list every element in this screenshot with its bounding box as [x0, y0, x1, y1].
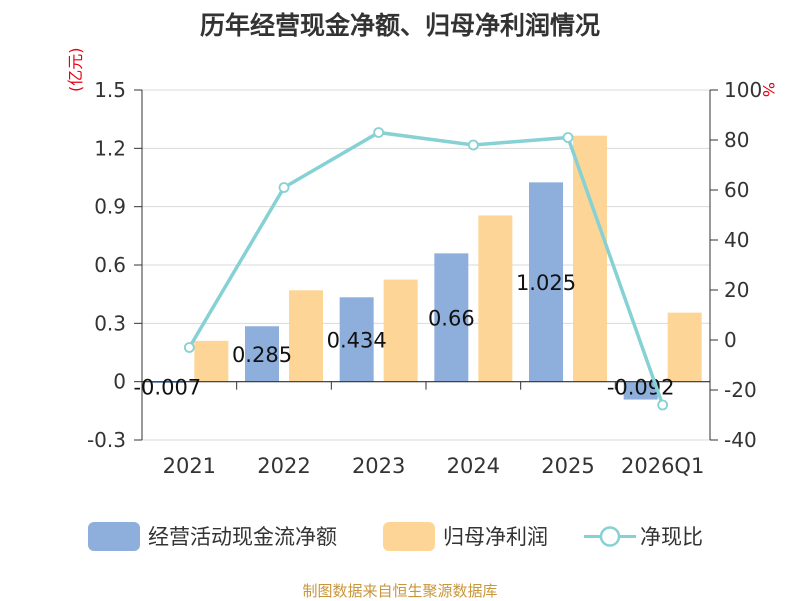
legend-label-cash-flow: 经营活动现金流净额 — [148, 525, 337, 549]
y-right-tick-label: 40 — [724, 228, 749, 252]
bar-net-profit — [289, 290, 323, 382]
combo-chart: -0.3 0 0.3 0.6 0.9 1.2 1.5 -40 -20 0 20 40 60 80 100 20… — [87, 78, 762, 478]
point-cash-ratio — [183, 342, 195, 353]
point-cash-ratio — [657, 399, 669, 411]
y-right-tick-label: 20 — [724, 278, 749, 302]
legend-item-cash-flow[interactable]: 经营活动现金流净额 — [88, 518, 337, 554]
bar-cash-flow — [434, 253, 469, 382]
bar-net-profit — [383, 279, 418, 382]
point-cash-ratio — [467, 139, 479, 151]
legend-item-net-profit[interactable]: 归母净利润 — [383, 518, 548, 554]
x-tick-label: 2025 — [541, 454, 594, 478]
legend-item-cash-ratio[interactable]: 净现比 — [584, 518, 703, 554]
bar-net-profit — [194, 340, 229, 382]
y-left-tick-label: 0 — [113, 370, 126, 394]
bar-cash-flow — [339, 297, 374, 382]
y-left-tick-label: 1.5 — [94, 78, 126, 102]
data-label-cash-flow: -0.007 — [133, 376, 201, 400]
data-source-note: 制图数据来自恒生聚源数据库 — [302, 582, 498, 600]
legend-label-cash-ratio: 净现比 — [640, 525, 703, 549]
bar-cash-flow — [623, 381, 658, 400]
y-left-tick-label: 1.2 — [94, 136, 126, 160]
x-tick-label: 2022 — [257, 454, 310, 478]
x-tick-label: 2026Q1 — [621, 454, 704, 478]
line-cash-ratio — [187, 130, 665, 406]
x-tick-label: 2023 — [352, 454, 405, 478]
chart-title: 历年经营现金净额、归母净利润情况 — [199, 11, 600, 40]
data-label-cash-flow: 0.434 — [327, 328, 387, 352]
y-right-tick-label: -40 — [724, 428, 757, 452]
legend-swatch-cash-ratio — [584, 525, 636, 547]
y-left-tick-label: -0.3 — [87, 428, 126, 452]
y-right-tick-label: 80 — [724, 128, 749, 152]
y-right-tick-label: -20 — [724, 378, 757, 402]
y-left-tick-label: 0.6 — [94, 253, 126, 277]
bar-net-profit — [478, 215, 513, 382]
point-cash-ratio — [373, 127, 385, 138]
point-cash-ratio — [278, 182, 290, 193]
y-left-tick-label: 0.3 — [94, 311, 126, 335]
data-label-cash-flow: 0.285 — [232, 343, 292, 367]
legend-swatch-net-profit — [383, 521, 435, 551]
x-tick-label: 2021 — [163, 454, 216, 478]
bar-net-profit — [667, 312, 702, 382]
y-right-tick-label: 100 — [724, 78, 762, 102]
data-label-cash-flow: 0.66 — [428, 307, 475, 331]
bar-cash-flow — [529, 182, 563, 382]
legend-label-net-profit: 归母净利润 — [443, 525, 548, 549]
y-left-tick-label: 0.9 — [94, 195, 126, 219]
data-label-cash-flow: -0.092 — [607, 376, 675, 400]
bar-net-profit — [573, 135, 607, 382]
x-tick-label: 2024 — [447, 454, 500, 478]
bar-cash-flow — [245, 326, 279, 382]
legend: 经营活动现金流净额 归母净利润 净现比 — [0, 518, 800, 554]
y-right-tick-label: 0 — [724, 328, 737, 352]
y-right-tick-label: 60 — [724, 178, 749, 202]
point-cash-ratio — [562, 132, 574, 143]
data-label-cash-flow: 1.025 — [516, 271, 576, 295]
bar-cash-flow — [150, 381, 185, 384]
legend-swatch-cash-flow — [88, 521, 140, 551]
